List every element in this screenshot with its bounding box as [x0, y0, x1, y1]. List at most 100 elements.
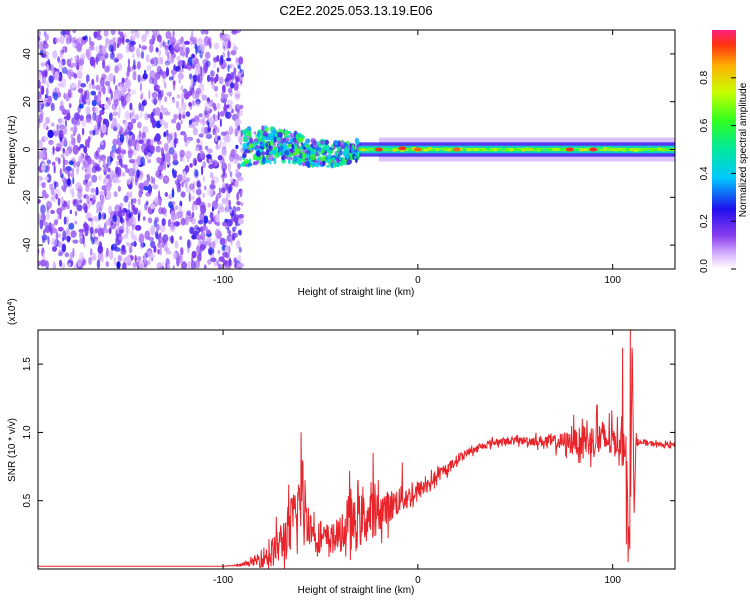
spectrogram-cell — [57, 214, 60, 221]
spectrogram-cell — [239, 163, 246, 167]
spectrogram-cell — [173, 138, 177, 149]
spectrogram-cell — [122, 262, 127, 269]
spectrogram-cell — [199, 212, 205, 222]
spectrogram-cell — [176, 186, 182, 193]
spectrogram-cell — [105, 37, 109, 44]
spectrogram-cell — [407, 148, 413, 152]
spectrogram-cell — [155, 85, 161, 90]
y-tick-label: 0.5 — [22, 493, 33, 507]
spectrogram-cell — [152, 184, 159, 190]
spectrogram-cell — [98, 104, 105, 109]
spectrogram-cell — [84, 90, 90, 100]
spectrogram-cell — [229, 171, 233, 178]
spectrogram-cell — [91, 78, 95, 86]
spectrogram-cell — [61, 46, 68, 53]
spectrogram-cell — [56, 123, 59, 132]
spectrogram-cell — [84, 226, 89, 237]
spectrogram-cell — [172, 264, 175, 269]
spectrogram-cell — [66, 68, 74, 77]
spectrogram-cell — [87, 217, 93, 222]
spectrogram-cell — [89, 56, 96, 67]
spectrogram-cell — [142, 73, 148, 80]
spectrogram-cell — [157, 91, 163, 102]
spectrogram-cell — [192, 99, 195, 107]
spectrogram-cell — [197, 37, 204, 46]
spectrogram-cell — [209, 211, 214, 220]
spectrogram-cell — [62, 126, 68, 135]
spectrogram-cell — [230, 71, 234, 80]
spectrogram-cell — [285, 137, 290, 142]
spectrogram-peak — [413, 147, 422, 152]
spectrogram-cell — [130, 211, 133, 218]
spectrogram-cell — [324, 153, 328, 157]
spectrogram-cell — [331, 157, 336, 161]
spectrogram-cell — [79, 199, 83, 204]
spectrogram-cell — [64, 166, 69, 174]
spectrogram-cell — [368, 149, 374, 153]
spectrogram-cell — [68, 160, 74, 166]
spectrogram-cell — [165, 67, 170, 77]
spectrogram-cell — [202, 192, 206, 198]
spectrogram-cell — [60, 153, 65, 158]
spectrogram-cell — [275, 132, 278, 138]
spectrogram-cell — [93, 236, 98, 242]
spectrogram-cell — [583, 148, 588, 152]
spectrogram-cell — [112, 111, 119, 117]
spectrogram-cell — [165, 62, 169, 67]
spectrogram-cell — [645, 149, 650, 153]
spectrogram-cell — [334, 150, 339, 158]
spectrogram-cell — [70, 127, 75, 132]
spectrogram-cell — [90, 90, 97, 96]
spectrogram-cell — [260, 135, 267, 140]
spectrogram-cell — [60, 51, 64, 59]
spectrogram-cell — [351, 146, 355, 153]
spectrogram-cell — [216, 260, 220, 267]
y-tick-label: 0 — [22, 146, 33, 152]
spectrogram-cell — [221, 91, 225, 101]
spectrogram-cell — [59, 105, 65, 112]
spectrogram-cell — [46, 63, 49, 73]
spectrogram-cell — [104, 103, 110, 110]
spectrogram-cell — [338, 146, 341, 151]
y-tick-label: 1.5 — [22, 357, 33, 371]
spectrogram-cell — [201, 94, 208, 101]
spectrogram-cell — [298, 137, 304, 143]
spectrogram-cell — [96, 56, 99, 65]
spectrogram-cell — [176, 122, 181, 131]
spectrogram-cell — [598, 146, 604, 150]
spectrogram-cell — [121, 84, 128, 93]
y-tick-label: -40 — [22, 237, 33, 252]
spectrogram-cell — [88, 169, 92, 176]
spectrogram-cell — [203, 215, 209, 224]
spectrogram-cell — [215, 73, 219, 82]
spectrogram-peak — [374, 147, 383, 152]
spectrogram-cell — [313, 149, 317, 153]
spectrogram-cell — [224, 111, 230, 119]
spectrogram-cell — [321, 160, 326, 166]
spectrogram-cell — [110, 221, 114, 226]
spectrogram-cell — [227, 64, 230, 72]
spectrogram-cell — [273, 158, 277, 165]
spectrogram-cell — [217, 111, 220, 121]
spectrogram-cell — [184, 216, 189, 226]
spectrogram-cell — [280, 151, 283, 156]
spectrogram-cell — [107, 167, 111, 173]
spectrogram-cell — [217, 210, 220, 215]
spectrogram-cell — [208, 122, 214, 128]
spectrogram-cell — [89, 226, 94, 235]
spectrogram-cell — [330, 162, 334, 169]
spectrogram-panel: -100 0 100 -40 -20 0 20 40 Height of straight … — [7, 29, 676, 298]
spectrogram-cell — [38, 199, 41, 204]
spectrogram-cell — [38, 40, 42, 50]
spectrogram-cell — [51, 196, 54, 202]
spectrogram-cell — [253, 131, 257, 135]
spectrogram-cell — [57, 157, 61, 165]
spectrogram-cell — [166, 91, 172, 97]
spectrogram-cell — [65, 93, 70, 102]
spectrogram-cell — [79, 64, 84, 71]
spectrogram-cell — [152, 177, 156, 185]
spectrogram-cell — [227, 88, 233, 93]
spectrogram-cell — [247, 162, 253, 167]
spectrogram-cell — [88, 82, 92, 90]
spectrogram-cell — [191, 260, 196, 269]
